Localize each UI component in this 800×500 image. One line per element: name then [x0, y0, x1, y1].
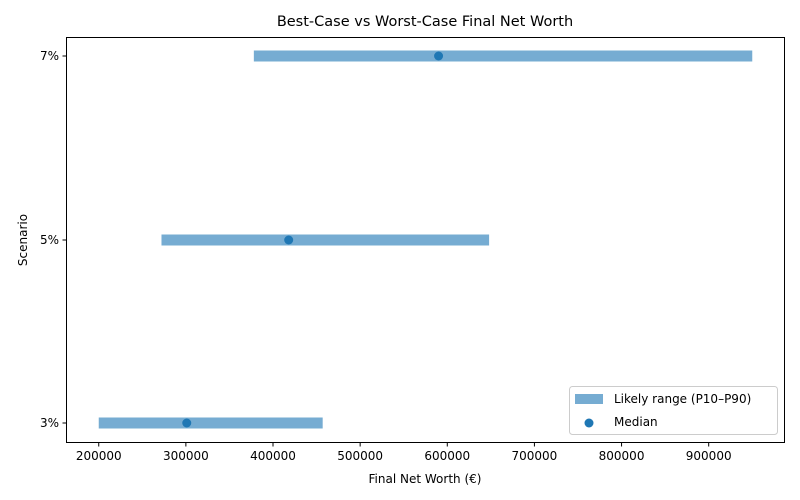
x-tick-label: 700000: [512, 449, 558, 463]
legend: Likely range (P10–P90) Median: [569, 386, 778, 435]
y-axis-label: Scenario: [16, 214, 30, 266]
legend-median-label: Median: [614, 415, 658, 429]
range-bar-5%: [161, 234, 490, 246]
legend-median-marker: [584, 418, 594, 428]
range-bar-3%: [98, 417, 323, 429]
x-tick-label: 200000: [76, 449, 122, 463]
x-tick-label: 300000: [163, 449, 209, 463]
median-points: [182, 51, 444, 428]
range-bar-7%: [253, 50, 753, 62]
y-tick-label: 3%: [40, 416, 59, 430]
x-tick-label: 900000: [686, 449, 732, 463]
legend-range-swatch: [575, 394, 603, 404]
median-point-5%: [284, 235, 294, 245]
x-tick-label: 800000: [599, 449, 645, 463]
legend-box: [569, 386, 778, 435]
x-axis-label: Final Net Worth (€): [369, 472, 482, 486]
median-point-7%: [434, 51, 444, 61]
x-axis-ticks: 200000 300000 400000 500000 600000 700000 8000…: [76, 442, 732, 463]
legend-range-label: Likely range (P10–P90): [614, 392, 751, 406]
median-point-3%: [182, 418, 192, 428]
x-tick-label: 600000: [424, 449, 470, 463]
chart-title: Best-Case vs Worst-Case Final Net Worth: [277, 14, 573, 30]
y-tick-label: 7%: [40, 49, 59, 63]
x-tick-label: 500000: [337, 449, 383, 463]
y-tick-label: 5%: [40, 233, 59, 247]
x-tick-label: 400000: [250, 449, 296, 463]
y-axis-ticks: 3% 5% 7%: [40, 49, 67, 430]
range-bars: [98, 50, 753, 429]
